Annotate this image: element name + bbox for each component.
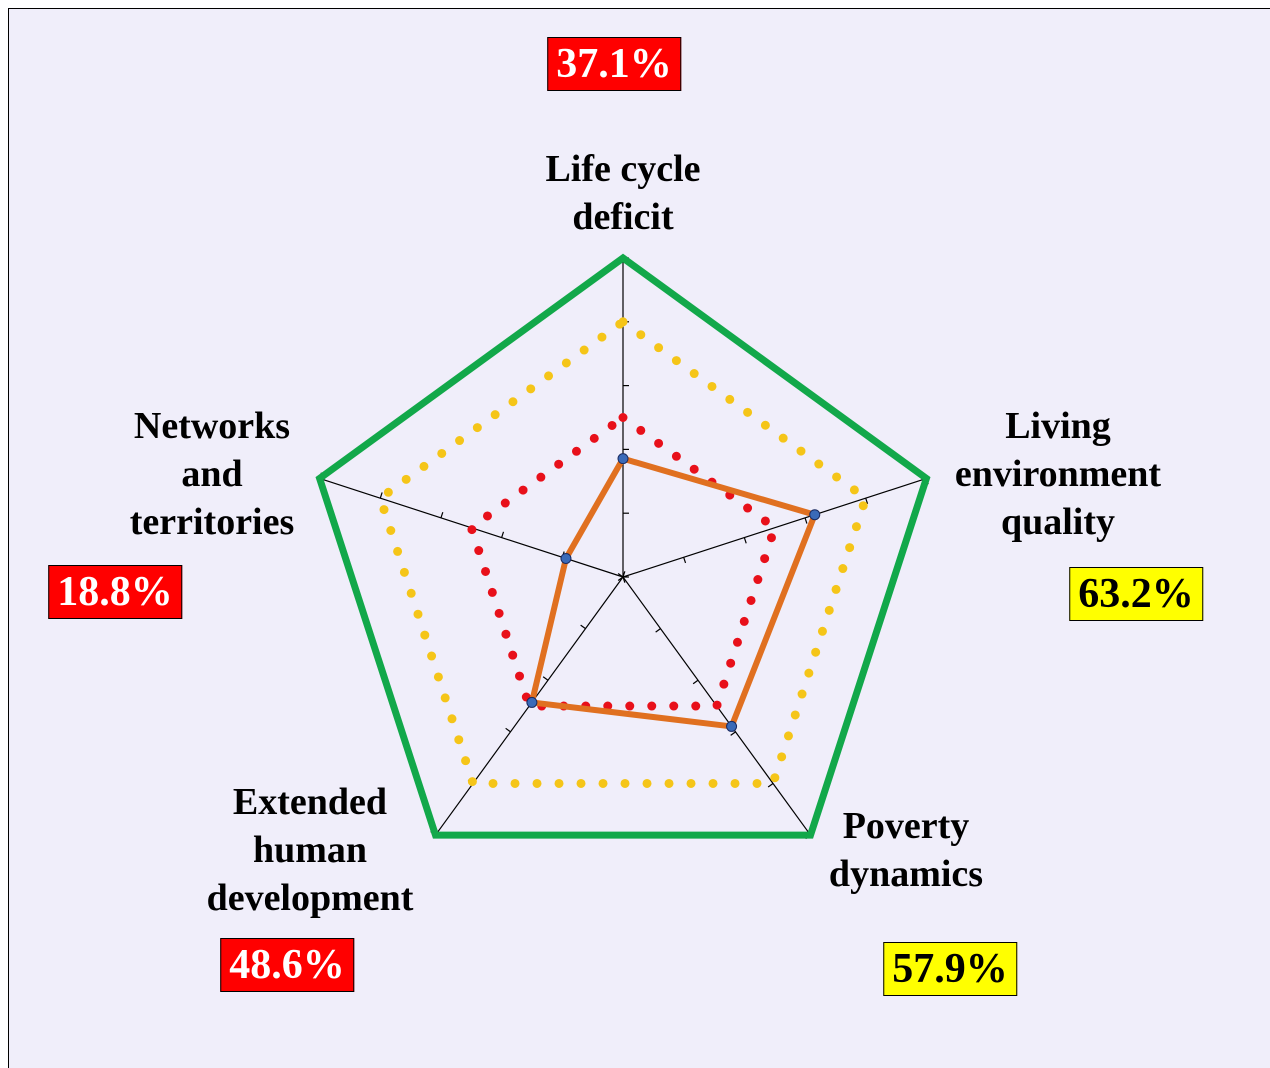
value-label: 63.2% bbox=[1069, 567, 1203, 621]
tick-mark bbox=[501, 531, 505, 538]
marker bbox=[526, 696, 538, 708]
category-label: Extended human development bbox=[206, 781, 414, 919]
category-label: Life cycle deficit bbox=[545, 148, 701, 238]
marker bbox=[560, 552, 572, 564]
marker bbox=[726, 720, 738, 732]
value-label: 37.1% bbox=[547, 37, 681, 91]
tick-mark bbox=[767, 782, 774, 788]
tick-mark bbox=[580, 624, 586, 630]
tick-mark bbox=[440, 511, 444, 519]
category-label: Networks and territories bbox=[129, 405, 295, 543]
tick-mark bbox=[683, 557, 687, 564]
tick-mark bbox=[743, 537, 747, 544]
chart-frame bbox=[8, 8, 1270, 1068]
marker bbox=[617, 453, 629, 465]
marker bbox=[809, 509, 821, 521]
tick-mark bbox=[542, 676, 549, 681]
category-label: Poverty dynamics bbox=[828, 805, 984, 895]
value-label: 18.8% bbox=[48, 565, 182, 619]
axis-line bbox=[622, 477, 927, 578]
tick-mark bbox=[505, 727, 511, 733]
value-label: 48.6% bbox=[220, 938, 354, 992]
tick-mark bbox=[655, 628, 661, 633]
tick-mark bbox=[692, 679, 699, 685]
series-line bbox=[466, 411, 780, 711]
tick-mark bbox=[865, 497, 869, 505]
series-line bbox=[375, 316, 871, 788]
tick-mark bbox=[730, 731, 736, 736]
series-line bbox=[315, 253, 931, 839]
series-line bbox=[528, 455, 819, 730]
value-label: 57.9% bbox=[883, 942, 1017, 996]
tick-mark bbox=[379, 492, 383, 499]
tick-mark bbox=[804, 517, 808, 524]
category-label: Living environment quality bbox=[954, 405, 1162, 543]
tick-mark bbox=[622, 571, 626, 578]
